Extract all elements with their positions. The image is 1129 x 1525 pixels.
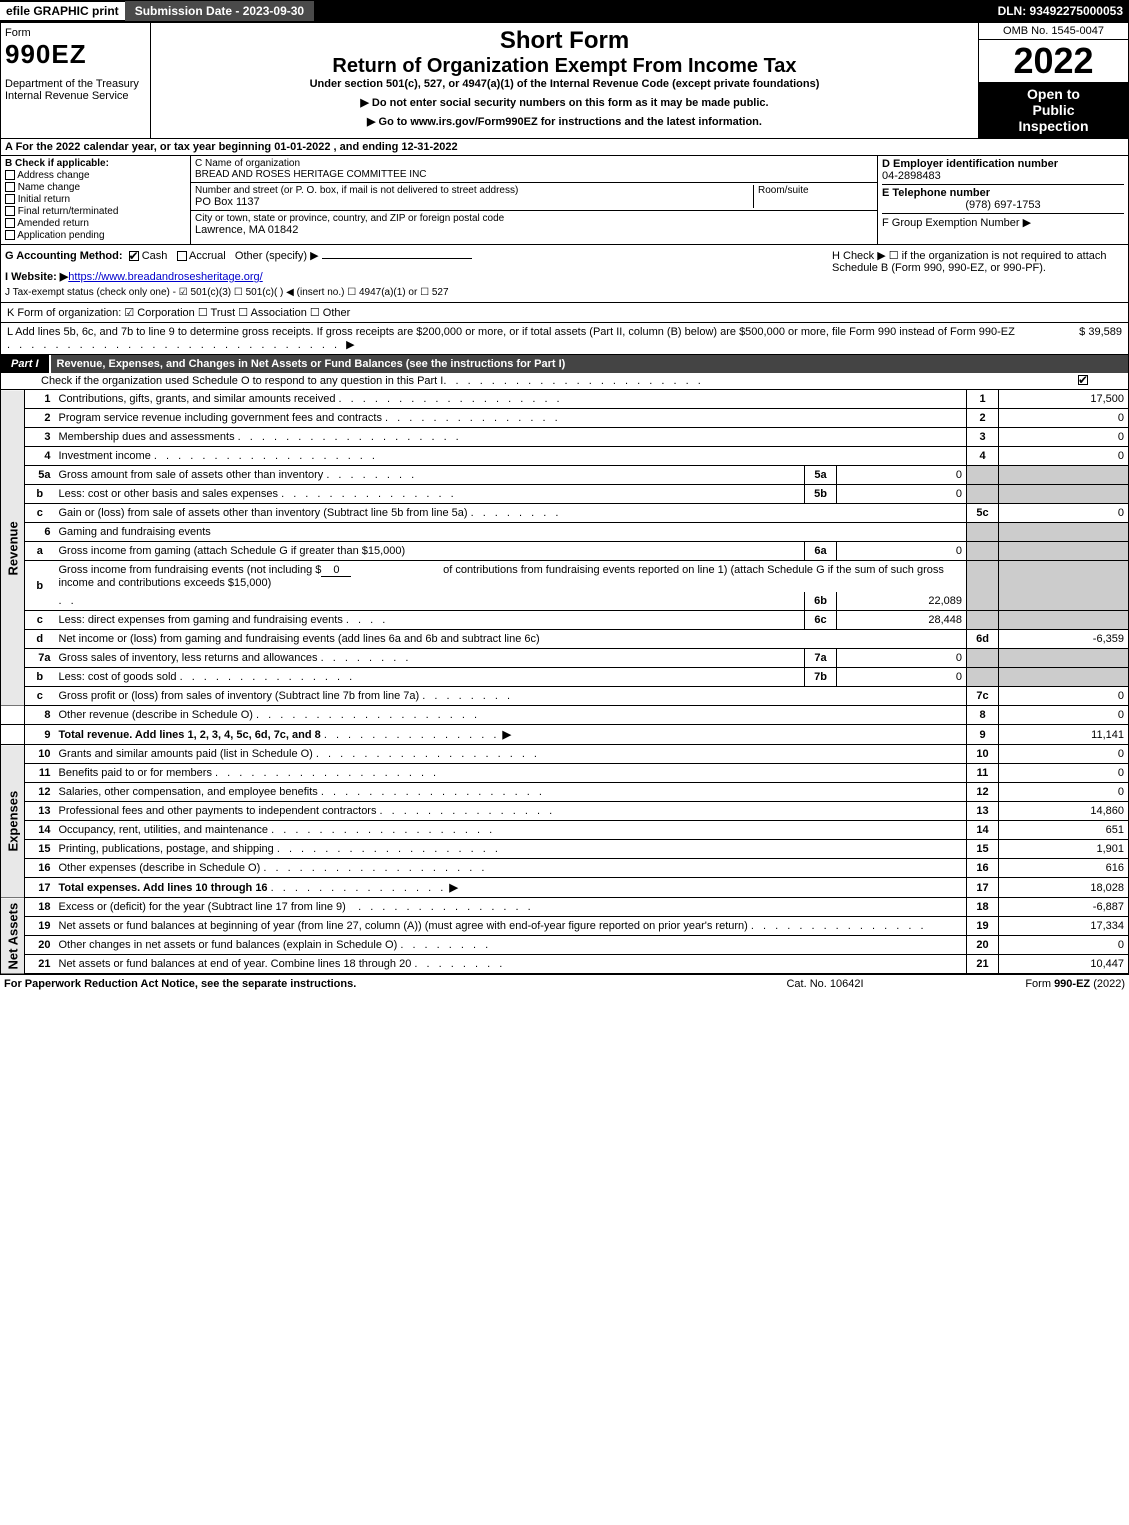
- city-value: Lawrence, MA 01842: [195, 224, 873, 236]
- section-cde: C Name of organization BREAD AND ROSES H…: [191, 156, 1128, 244]
- form-label: Form: [5, 27, 146, 39]
- irs-label: Internal Revenue Service: [5, 90, 146, 102]
- short-form-title: Short Form: [155, 27, 974, 55]
- footer-cat: Cat. No. 10642I: [725, 978, 925, 990]
- l-amount: $ 39,589: [1022, 326, 1122, 351]
- cb-name-change[interactable]: Name change: [5, 182, 186, 193]
- street-label: Number and street (or P. O. box, if mail…: [195, 185, 753, 196]
- form-number: 990EZ: [5, 39, 146, 70]
- net-assets-table: Net Assets 18 Excess or (deficit) for th…: [0, 898, 1129, 974]
- cb-address-change[interactable]: Address change: [5, 170, 186, 181]
- city-label: City or town, state or province, country…: [195, 213, 873, 224]
- b-title: B Check if applicable:: [5, 158, 186, 169]
- section-ghij: G Accounting Method: Cash Accrual Other …: [0, 245, 1129, 303]
- part1-title: Revenue, Expenses, and Changes in Net As…: [51, 355, 1128, 373]
- open-line1: Open to: [983, 86, 1124, 102]
- val-1: 17,500: [999, 390, 1129, 409]
- ein-value: 04-2898483: [882, 170, 1124, 182]
- dln: DLN: 93492275000053: [998, 4, 1129, 18]
- open-line3: Inspection: [983, 118, 1124, 134]
- sidebar-net-assets: Net Assets: [1, 898, 25, 974]
- j-tax-exempt: J Tax-exempt status (check only one) - ☑…: [5, 287, 824, 298]
- d-label: D Employer identification number: [882, 158, 1124, 170]
- revenue-table: Revenue 1 Contributions, gifts, grants, …: [0, 390, 1129, 745]
- c-label: C Name of organization: [195, 158, 873, 169]
- box-1: 1: [967, 390, 999, 409]
- ln-1: 1: [25, 390, 55, 409]
- h-check: H Check ▶ ☐ if the organization is not r…: [824, 249, 1124, 298]
- part1-header: Part I Revenue, Expenses, and Changes in…: [0, 355, 1129, 373]
- cb-initial-return[interactable]: Initial return: [5, 194, 186, 205]
- cb-cash[interactable]: [129, 251, 139, 261]
- e-label: E Telephone number: [882, 184, 1124, 199]
- part1-tab: Part I: [1, 355, 51, 373]
- phone-value: (978) 697-1753: [882, 199, 1124, 211]
- expenses-table: Expenses 10 Grants and similar amounts p…: [0, 745, 1129, 898]
- efile-label: efile GRAPHIC print: [0, 2, 125, 20]
- room-suite-label: Room/suite: [753, 185, 873, 208]
- tax-year: 2022: [979, 40, 1128, 82]
- form-header: Form 990EZ Department of the Treasury In…: [0, 22, 1129, 139]
- l-text: L Add lines 5b, 6c, and 7b to line 9 to …: [7, 326, 1015, 338]
- section-b: B Check if applicable: Address change Na…: [1, 156, 191, 244]
- part1-sub: Check if the organization used Schedule …: [0, 373, 1129, 390]
- cb-final-return[interactable]: Final return/terminated: [5, 206, 186, 217]
- header-middle: Short Form Return of Organization Exempt…: [151, 23, 978, 138]
- omb-number: OMB No. 1545-0047: [979, 23, 1128, 40]
- under-section: Under section 501(c), 527, or 4947(a)(1)…: [155, 78, 974, 90]
- g-accounting: G Accounting Method: Cash Accrual Other …: [5, 249, 824, 262]
- cb-application-pending[interactable]: Application pending: [5, 230, 186, 241]
- row-a-tax-year: A For the 2022 calendar year, or tax yea…: [0, 139, 1129, 156]
- website-link[interactable]: https://www.breadandrosesheritage.org/: [68, 271, 262, 283]
- open-line2: Public: [983, 102, 1124, 118]
- footer-form: Form 990-EZ (2022): [925, 978, 1125, 990]
- sidebar-expenses: Expenses: [1, 745, 25, 898]
- section-bcdef: B Check if applicable: Address change Na…: [0, 156, 1129, 245]
- l-dots: . . . . . . . . . . . . . . . . . . . . …: [7, 339, 358, 351]
- submission-date: Submission Date - 2023-09-30: [125, 1, 314, 21]
- section-c: C Name of organization BREAD AND ROSES H…: [191, 156, 878, 244]
- no-ssn-notice: ▶ Do not enter social security numbers o…: [155, 96, 974, 109]
- street-value: PO Box 1137: [195, 196, 753, 208]
- header-right: OMB No. 1545-0047 2022 Open to Public In…: [978, 23, 1128, 138]
- f-label: F Group Exemption Number ▶: [882, 213, 1124, 229]
- cb-amended-return[interactable]: Amended return: [5, 218, 186, 229]
- open-to-public: Open to Public Inspection: [979, 82, 1128, 138]
- row-k: K Form of organization: ☑ Corporation ☐ …: [0, 303, 1129, 323]
- cb-schedule-o[interactable]: [1078, 375, 1088, 385]
- section-def: D Employer identification number 04-2898…: [878, 156, 1128, 244]
- header-left: Form 990EZ Department of the Treasury In…: [1, 23, 151, 138]
- dept-treasury: Department of the Treasury: [5, 78, 146, 90]
- row-l: L Add lines 5b, 6c, and 7b to line 9 to …: [0, 323, 1129, 355]
- ln-2: 2: [25, 409, 55, 428]
- org-name: BREAD AND ROSES HERITAGE COMMITTEE INC: [195, 169, 873, 180]
- cb-accrual[interactable]: [177, 251, 187, 261]
- footer-left: For Paperwork Reduction Act Notice, see …: [4, 978, 725, 990]
- goto-link[interactable]: ▶ Go to www.irs.gov/Form990EZ for instru…: [155, 115, 974, 128]
- page-footer: For Paperwork Reduction Act Notice, see …: [0, 974, 1129, 993]
- top-bar: efile GRAPHIC print Submission Date - 20…: [0, 0, 1129, 22]
- i-website: I Website: ▶https://www.breadandrosesher…: [5, 270, 824, 283]
- sidebar-revenue: Revenue: [1, 390, 25, 706]
- return-title: Return of Organization Exempt From Incom…: [155, 55, 974, 78]
